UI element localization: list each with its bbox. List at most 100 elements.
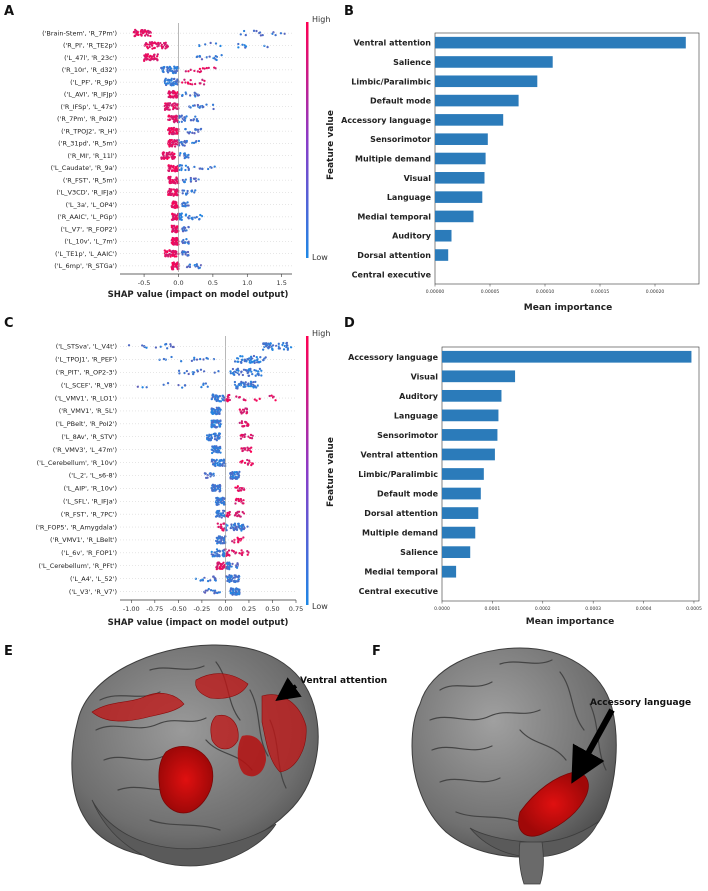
shap-point (234, 370, 237, 374)
shap-point (227, 399, 230, 402)
shap-point (172, 105, 175, 108)
shap-point (214, 462, 217, 466)
shap-point (165, 342, 168, 346)
bar-category-label: Visual (411, 372, 439, 381)
shap-point (182, 154, 186, 157)
shap-point (173, 250, 176, 254)
shap-point (193, 165, 196, 169)
shap-point (212, 446, 215, 450)
shap-point (218, 515, 221, 518)
feature-label: ('R_VMV3', 'L_47m') (53, 446, 117, 454)
shap-point (213, 165, 216, 168)
shap-point (211, 489, 214, 492)
shap-point (227, 553, 230, 557)
shap-point (170, 226, 174, 229)
shap-point (194, 179, 198, 183)
shap-point (225, 552, 228, 555)
shap-point (211, 484, 214, 487)
shap-point (247, 551, 250, 554)
shap-point (272, 395, 275, 398)
shap-point (198, 54, 201, 58)
shap-point (215, 439, 218, 442)
shap-point (188, 214, 191, 218)
shap-point (195, 215, 198, 219)
shap-point (174, 243, 177, 246)
bar (442, 468, 484, 480)
bar (435, 152, 486, 165)
shap-point (252, 381, 255, 384)
shap-point (141, 344, 144, 347)
shap-point (217, 434, 220, 437)
shap-point (160, 44, 164, 47)
shap-point (207, 66, 210, 70)
shap-point (181, 178, 185, 182)
shap-point (239, 460, 242, 464)
shap-point (172, 83, 175, 86)
shap-point (174, 81, 177, 85)
shap-point (235, 580, 238, 583)
shap-point (222, 564, 225, 567)
shap-points-a (132, 28, 286, 271)
shap-point (186, 253, 190, 257)
shap-point (167, 78, 170, 81)
x-tick-label: 0.0002 (535, 606, 551, 612)
shap-point (253, 361, 256, 364)
colorbar-low-a: Low (312, 253, 328, 262)
shap-point (177, 384, 180, 387)
shap-point (205, 56, 208, 59)
shap-point (217, 498, 221, 502)
shap-point (253, 368, 256, 372)
bar-category-label: Visual (404, 174, 432, 183)
shap-point (250, 370, 253, 373)
shap-point (237, 46, 240, 49)
shap-point (214, 398, 217, 401)
shap-point (219, 451, 222, 454)
x-tick-label: 0.00015 (591, 289, 610, 295)
shap-point (246, 371, 249, 375)
shap-point (211, 103, 215, 106)
shap-point (234, 477, 238, 480)
shap-point (238, 421, 241, 425)
shap-point (192, 119, 195, 122)
shap-point (225, 565, 229, 569)
feature-label: ('L_AVI', 'R_IFJp') (64, 91, 117, 99)
feature-label: ('R_31pd', 'R_5m') (58, 140, 117, 148)
shap-point (181, 192, 184, 195)
shap-point (201, 67, 205, 70)
shap-point (206, 579, 210, 583)
shap-point (152, 55, 156, 58)
shap-point (170, 355, 173, 359)
shap-point (201, 578, 204, 581)
shap-point (203, 67, 206, 70)
shap-point (236, 489, 240, 492)
shap-point (169, 153, 172, 156)
shap-point (237, 369, 240, 372)
shap-point (170, 169, 174, 172)
bar-xlabel-d: Mean importance (526, 617, 614, 627)
shap-point (236, 371, 239, 375)
shap-point (167, 118, 170, 121)
shap-point (168, 252, 171, 256)
shap-point (176, 91, 179, 94)
feature-label: ('L_Cerebellum', 'R_PFt') (39, 562, 117, 570)
shap-point (210, 397, 213, 401)
shap-point (229, 370, 232, 373)
shap-point (210, 487, 213, 490)
shap-point (246, 446, 249, 449)
shap-point (205, 66, 208, 70)
shap-point (181, 227, 184, 230)
shap-point (186, 201, 189, 204)
shap-point (196, 103, 200, 107)
bar (442, 546, 471, 559)
shap-point (254, 380, 257, 384)
feature-label: ('L_V3', 'R_V7') (69, 588, 117, 596)
shap-point (263, 342, 267, 346)
shap-point (231, 372, 234, 375)
shap-point (141, 386, 144, 389)
shap-point (183, 180, 187, 184)
shap-point (283, 344, 287, 348)
shap-point (233, 360, 237, 363)
shap-point (233, 471, 236, 474)
shap-point (212, 432, 215, 436)
shap-point (162, 154, 165, 157)
